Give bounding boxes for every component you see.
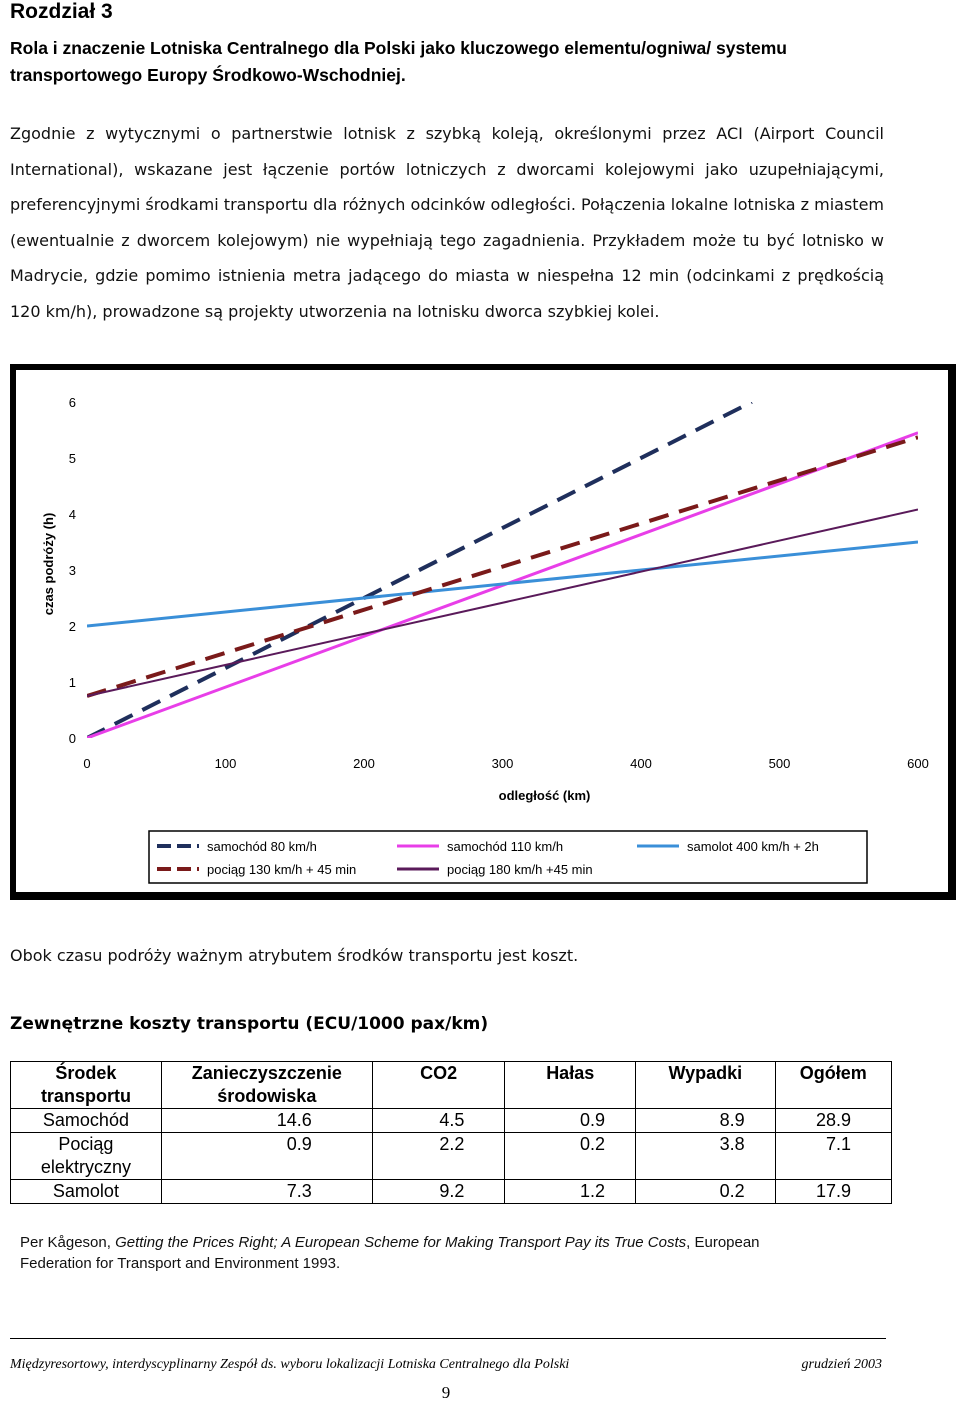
x-tick-label: 300 (492, 756, 514, 771)
header-cell: Środek transportu (10, 1061, 162, 1109)
cost-table: Środek transportu Zanieczyszczenie środo… (10, 1061, 893, 1204)
table-cell: 7.1 (774, 1132, 893, 1180)
row-label: Samolot (10, 1179, 162, 1204)
footer-divider (10, 1338, 886, 1339)
footer-left: Międzyresortowy, interdyscyplinarny Zesp… (10, 1357, 570, 1372)
row-label: Samochód (10, 1108, 162, 1133)
table-cell: 9.2 (371, 1179, 506, 1204)
table-cell: 3.8 (635, 1132, 776, 1180)
legend-label: samochód 80 km/h (207, 839, 317, 854)
table-cell: 17.9 (774, 1179, 893, 1204)
header-cell: CO2 (371, 1061, 506, 1109)
source-citation: Per Kågeson, Getting the Prices Right; A… (20, 1232, 820, 1274)
table-cell: 0.9 (160, 1132, 373, 1180)
legend-label: samochód 110 km/h (447, 839, 563, 854)
y-tick-label: 5 (69, 451, 76, 466)
y-axis-label: czas podróży (h) (41, 513, 56, 616)
y-tick-label: 4 (69, 507, 76, 522)
x-tick-label: 200 (353, 756, 375, 771)
chapter-subtitle: Rola i znaczenie Lotniska Centralnego dl… (10, 38, 787, 85)
x-tick-label: 500 (769, 756, 791, 771)
x-tick-label: 100 (215, 756, 237, 771)
source-publisher: , European Federation for Transport and … (20, 1234, 760, 1272)
series-line-3 (87, 540, 918, 628)
page-number: 9 (441, 1383, 451, 1402)
header-cell: Ogółem (774, 1061, 893, 1109)
table-row: Samolot 7.3 9.2 1.2 0.2 17.9 (10, 1179, 893, 1204)
legend-label: pociąg 180 km/h +45 min (447, 862, 593, 877)
chapter-heading: Rozdział 3 (10, 0, 113, 23)
source-author: Per Kågeson, (20, 1234, 116, 1251)
y-tick-label: 0 (69, 731, 76, 746)
body-paragraph: Zgodnie z wytycznymi o partnerstwie lotn… (10, 124, 884, 321)
legend-label: samolot 400 km/h + 2h (687, 839, 819, 854)
x-tick-label: 0 (83, 756, 90, 771)
y-tick-label: 3 (69, 563, 76, 578)
table-cell: 2.2 (371, 1132, 506, 1180)
x-axis-label: odległość (km) (499, 788, 591, 803)
row-label: Pociąg elektryczny (10, 1132, 162, 1180)
header-cell: Zanieczyszczenie środowiska (160, 1061, 373, 1109)
table-cell: 28.9 (774, 1108, 893, 1133)
series-line-1 (87, 402, 753, 738)
table-cell: 4.5 (371, 1108, 506, 1133)
x-tick-label: 400 (630, 756, 652, 771)
header-cell: Wypadki (635, 1061, 776, 1109)
table-cell: 8.9 (635, 1108, 776, 1133)
travel-time-chart: 0 1 2 3 4 5 6 0 100 200 300 400 500 600 odległość (km)… (10, 364, 956, 900)
cost-intro: Obok czasu podróży ważnym atrybutem środ… (10, 946, 579, 965)
table-title: Zewnętrzne koszty transportu (ECU/1000 p… (10, 1014, 489, 1034)
chart-svg: 0 1 2 3 4 5 6 0 100 200 300 400 500 600 odległość (km)… (41, 395, 929, 884)
header-cell: Hałas (504, 1061, 637, 1109)
y-tick-label: 6 (69, 395, 76, 410)
table-cell: 1.2 (504, 1179, 637, 1204)
legend-label: pociąg 130 km/h + 45 min (207, 862, 356, 877)
legend-box (148, 830, 868, 884)
table-header-row: Środek transportu Zanieczyszczenie środo… (10, 1061, 893, 1109)
chart-area: 0 1 2 3 4 5 6 0 100 200 300 400 500 600 odległość (km)… (16, 370, 948, 892)
series-line-4 (87, 435, 918, 698)
table-cell: 0.9 (504, 1108, 637, 1133)
table-cell: 0.2 (635, 1179, 776, 1204)
footer-date: grudzień 2003 (801, 1357, 883, 1372)
table-row: Samochód 14.6 4.5 0.9 8.9 28.9 (10, 1108, 893, 1133)
x-tick-label: 600 (907, 756, 929, 771)
source-title: Getting the Prices Right; A European Sch… (115, 1234, 687, 1251)
y-tick-label: 1 (69, 675, 76, 690)
series-line-5 (87, 508, 918, 697)
y-tick-label: 2 (69, 619, 76, 634)
table-row: Pociąg elektryczny 0.9 2.2 0.2 3.8 7.1 (10, 1132, 893, 1180)
table-cell: 0.2 (504, 1132, 637, 1180)
table-cell: 7.3 (160, 1179, 373, 1204)
table-cell: 14.6 (160, 1108, 373, 1133)
